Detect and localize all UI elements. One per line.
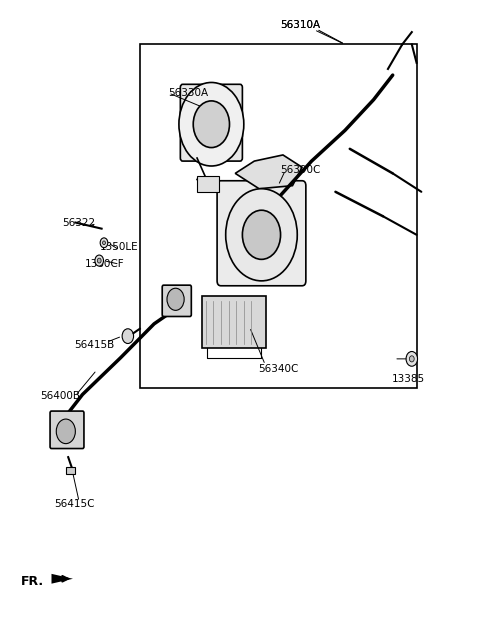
Text: 56340C: 56340C xyxy=(258,363,299,374)
Polygon shape xyxy=(235,155,302,189)
Text: 1360CF: 1360CF xyxy=(85,259,124,269)
Text: 56330A: 56330A xyxy=(168,88,208,98)
FancyBboxPatch shape xyxy=(180,85,242,161)
Circle shape xyxy=(242,210,281,259)
Text: 56390C: 56390C xyxy=(281,165,321,175)
Circle shape xyxy=(406,352,418,366)
Circle shape xyxy=(100,238,108,247)
FancyBboxPatch shape xyxy=(217,181,306,286)
Circle shape xyxy=(56,419,75,444)
Bar xyxy=(202,296,266,349)
Text: 56415C: 56415C xyxy=(54,499,95,509)
Circle shape xyxy=(226,189,297,281)
Circle shape xyxy=(97,258,101,263)
Text: 56415B: 56415B xyxy=(74,341,114,350)
Text: 56310A: 56310A xyxy=(281,20,321,30)
Polygon shape xyxy=(51,574,73,584)
Circle shape xyxy=(409,356,414,362)
Text: 13385: 13385 xyxy=(392,374,425,384)
Circle shape xyxy=(179,83,244,166)
Circle shape xyxy=(193,101,229,147)
Circle shape xyxy=(167,288,184,310)
Bar xyxy=(66,467,75,474)
Text: FR.: FR. xyxy=(21,574,44,588)
Circle shape xyxy=(122,329,133,344)
FancyBboxPatch shape xyxy=(50,411,84,449)
Text: 56400B: 56400B xyxy=(40,391,81,400)
Text: 56310A: 56310A xyxy=(281,20,321,30)
Circle shape xyxy=(103,241,106,244)
Bar xyxy=(140,44,417,388)
Bar xyxy=(197,176,218,192)
Text: 56322: 56322 xyxy=(62,218,96,228)
Text: 1350LE: 1350LE xyxy=(100,242,139,252)
FancyBboxPatch shape xyxy=(162,285,192,317)
Circle shape xyxy=(95,255,104,266)
